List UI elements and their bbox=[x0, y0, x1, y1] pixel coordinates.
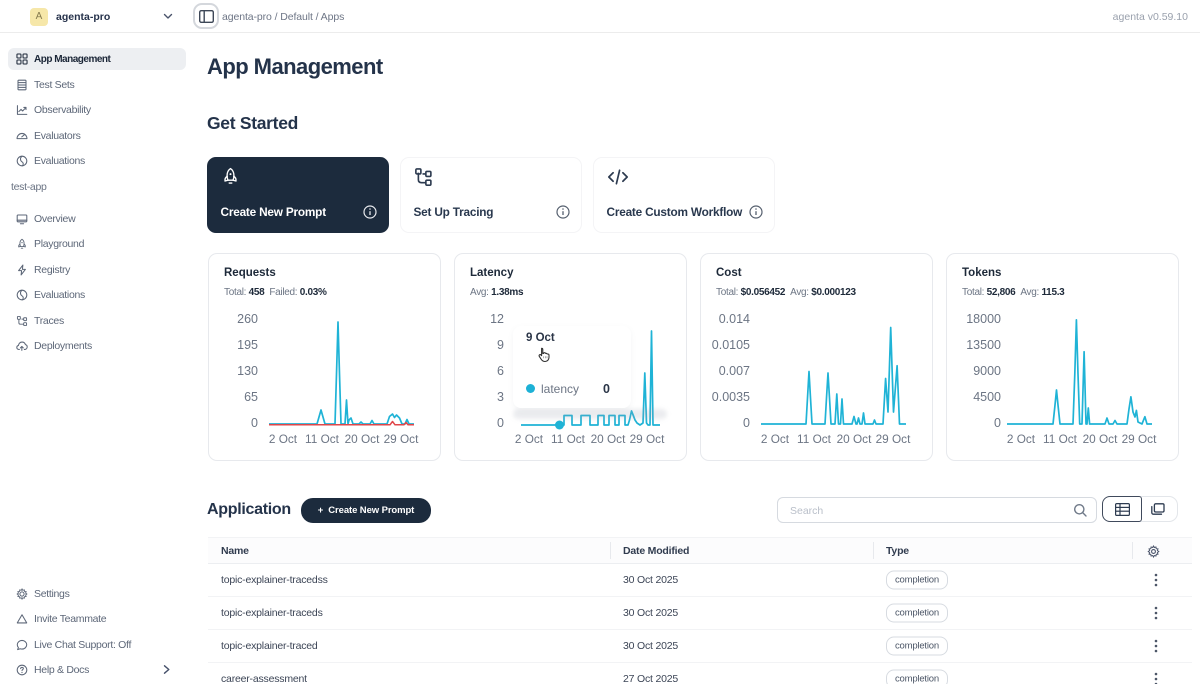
svg-text:9: 9 bbox=[497, 338, 504, 352]
svg-text:0.0035: 0.0035 bbox=[712, 390, 750, 404]
svg-text:2 Oct: 2 Oct bbox=[761, 432, 790, 446]
svg-text:20 Oct: 20 Oct bbox=[345, 432, 380, 446]
svg-text:0: 0 bbox=[743, 416, 750, 430]
svg-text:195: 195 bbox=[237, 338, 258, 352]
svg-text:11 Oct: 11 Oct bbox=[1043, 432, 1078, 446]
svg-text:0: 0 bbox=[251, 416, 258, 430]
svg-text:130: 130 bbox=[237, 364, 258, 378]
svg-text:0: 0 bbox=[994, 416, 1001, 430]
svg-text:2 Oct: 2 Oct bbox=[269, 432, 298, 446]
svg-text:260: 260 bbox=[237, 312, 258, 326]
svg-text:29 Oct: 29 Oct bbox=[384, 432, 419, 446]
svg-text:18000: 18000 bbox=[966, 312, 1001, 326]
svg-text:65: 65 bbox=[244, 390, 258, 404]
svg-text:29 Oct: 29 Oct bbox=[1122, 432, 1157, 446]
svg-text:2 Oct: 2 Oct bbox=[1007, 432, 1036, 446]
svg-text:2 Oct: 2 Oct bbox=[515, 432, 544, 446]
svg-text:3: 3 bbox=[497, 390, 504, 404]
svg-text:11 Oct: 11 Oct bbox=[551, 432, 586, 446]
svg-text:29 Oct: 29 Oct bbox=[630, 432, 665, 446]
svg-text:11 Oct: 11 Oct bbox=[305, 432, 340, 446]
svg-text:11 Oct: 11 Oct bbox=[797, 432, 832, 446]
svg-text:0.014: 0.014 bbox=[719, 312, 750, 326]
svg-text:20 Oct: 20 Oct bbox=[1083, 432, 1118, 446]
svg-text:0.007: 0.007 bbox=[719, 364, 750, 378]
svg-text:20 Oct: 20 Oct bbox=[837, 432, 872, 446]
svg-text:6: 6 bbox=[497, 364, 504, 378]
svg-text:12: 12 bbox=[490, 312, 504, 326]
svg-text:9000: 9000 bbox=[973, 364, 1001, 378]
svg-text:13500: 13500 bbox=[966, 338, 1001, 352]
svg-text:0.0105: 0.0105 bbox=[712, 338, 750, 352]
svg-text:4500: 4500 bbox=[973, 390, 1001, 404]
svg-text:29 Oct: 29 Oct bbox=[876, 432, 911, 446]
svg-text:0: 0 bbox=[497, 416, 504, 430]
svg-text:20 Oct: 20 Oct bbox=[591, 432, 626, 446]
